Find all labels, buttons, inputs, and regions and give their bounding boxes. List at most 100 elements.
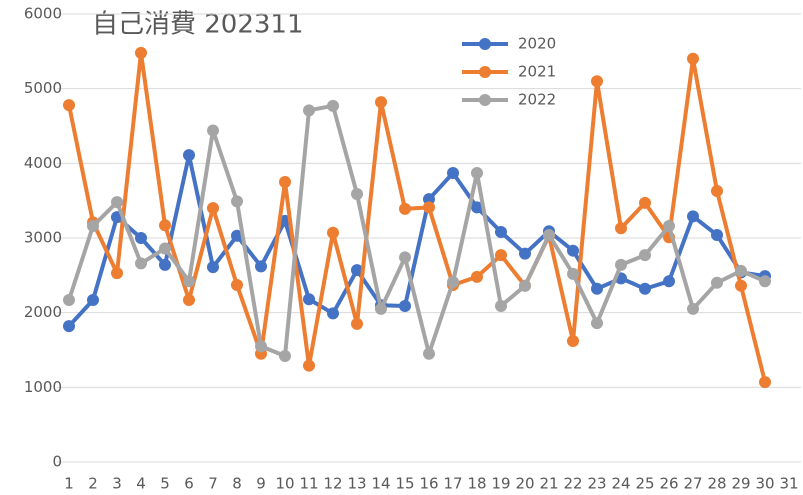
x-tick-label: 19 [491,475,510,492]
data-point [687,210,699,223]
data-point [327,226,339,239]
data-point [399,251,411,264]
x-tick-label: 30 [755,475,774,492]
data-point [423,201,435,214]
legend-label: 2021 [518,63,556,81]
data-point [183,293,195,306]
y-tick-label: 0 [52,453,62,471]
x-tick-label: 26 [659,475,678,492]
data-point [639,196,651,209]
x-tick-label: 21 [539,475,558,492]
x-tick-label: 4 [136,475,146,492]
x-tick-label: 14 [371,475,390,492]
x-tick-label: 28 [707,475,726,492]
x-tick-label: 17 [443,475,462,492]
data-point [471,270,483,283]
data-point [519,247,531,260]
data-point [495,249,507,262]
data-point [111,267,123,280]
data-point [495,299,507,312]
x-tick-label: 1 [64,475,74,492]
data-point [87,220,99,233]
y-tick-label: 5000 [24,79,62,97]
data-point [471,201,483,214]
data-point [735,279,747,292]
data-point [63,320,75,333]
x-tick-label: 15 [395,475,414,492]
x-tick-label: 23 [587,475,606,492]
data-point [663,220,675,233]
data-point [663,275,675,288]
legend-marker [479,66,491,78]
data-point [735,264,747,277]
x-tick-label: 31 [779,475,798,492]
data-point [159,219,171,232]
data-point [759,275,771,288]
data-point [447,276,459,289]
x-tick-label: 12 [323,475,342,492]
x-tick-label: 3 [112,475,122,492]
x-tick-label: 6 [184,475,194,492]
x-tick-label: 8 [232,475,242,492]
data-point [63,293,75,306]
data-point [495,226,507,239]
data-point [279,176,291,188]
x-tick-label: 22 [563,475,582,492]
data-point [423,347,435,360]
data-point [447,167,459,180]
x-tick-label: 7 [208,475,218,492]
series-line [67,50,767,383]
data-point [423,193,435,206]
x-tick-label: 18 [467,475,486,492]
data-point [111,196,123,209]
data-point [255,260,267,273]
x-tick-label: 11 [299,475,318,492]
data-point [159,242,171,255]
data-point [687,52,699,65]
data-point [231,279,243,292]
legend-marker [479,94,491,106]
y-tick-label: 1000 [24,378,62,396]
data-point [639,249,651,262]
data-point [711,229,723,242]
data-point [591,75,603,88]
legend-label: 2022 [518,91,556,109]
x-tick-label: 5 [160,475,170,492]
data-point [87,293,99,306]
data-point [375,302,387,315]
data-point [351,317,363,330]
data-point [399,299,411,312]
data-point [327,99,339,112]
data-point [639,282,651,295]
data-point [351,264,363,277]
data-point [207,124,219,137]
data-point [567,335,579,348]
x-tick-label: 29 [731,475,750,492]
data-point [567,267,579,280]
y-tick-label: 3000 [24,229,62,247]
data-point [207,202,219,215]
x-tick-label: 16 [419,475,438,492]
data-point [183,275,195,288]
data-point [519,279,531,292]
y-tick-label: 2000 [24,303,62,321]
data-point [135,257,147,270]
data-point [303,359,315,372]
data-point [687,302,699,315]
data-point [183,149,195,162]
data-point [231,229,243,242]
x-tick-label: 24 [611,475,630,492]
data-point [351,187,363,200]
data-point [591,282,603,295]
x-tick-label: 9 [256,475,266,492]
x-tick-label: 10 [275,475,294,492]
data-point [399,202,411,215]
data-point [327,307,339,320]
data-point [567,244,579,257]
series-line [67,103,766,358]
x-tick-label: 27 [683,475,702,492]
data-point [711,276,723,289]
x-tick-label: 25 [635,475,654,492]
data-point [711,184,723,197]
data-point [255,340,267,353]
